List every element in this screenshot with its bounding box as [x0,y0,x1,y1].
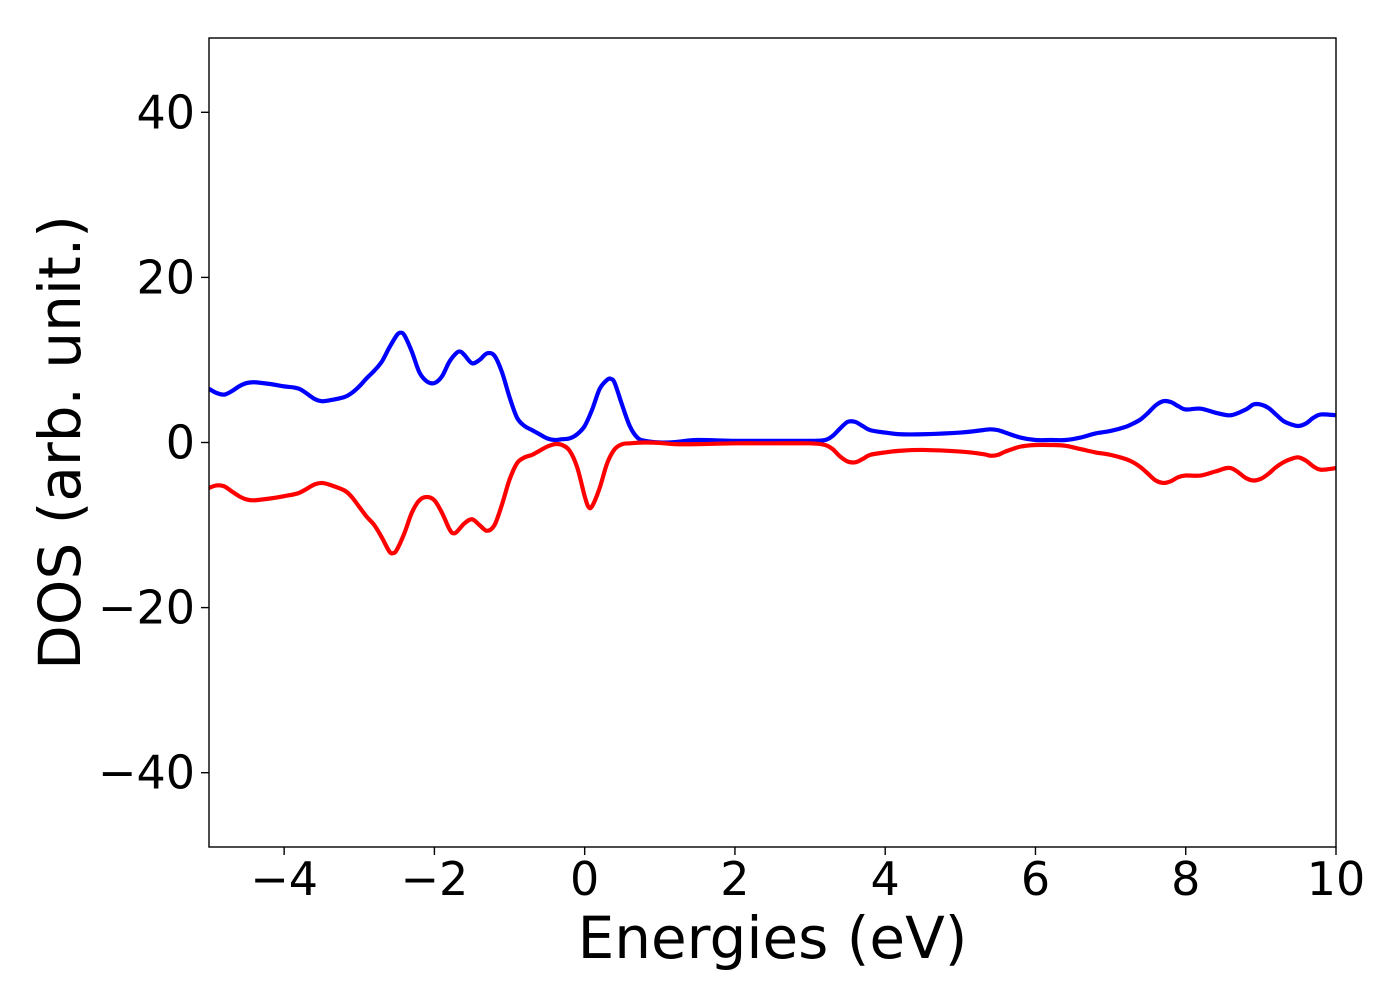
y-tick-label: 20 [136,250,195,304]
x-tick-label: 8 [1171,852,1200,906]
series-line-1 [209,330,1336,445]
x-tick-label: 0 [570,852,599,906]
y-axis-ticks: −40 −20 0 20 40 [98,85,209,800]
x-axis-label: Energies (eV) [578,904,968,972]
x-tick-label: −2 [400,852,468,906]
x-tick-label: −4 [250,852,318,906]
x-tick-label: 4 [871,852,900,906]
y-tick-label: −20 [98,581,195,635]
series-layer [209,330,1336,556]
y-tick-label: −40 [98,746,195,800]
series-line-2 [209,440,1336,556]
y-tick-label: 0 [166,416,195,470]
y-tick-label: 40 [136,85,195,139]
x-tick-label: 6 [1021,852,1050,906]
x-tick-label: 2 [720,852,749,906]
x-tick-label: 10 [1307,852,1366,906]
y-axis-label: DOS (arb. unit.) [26,215,94,670]
x-axis-ticks: −4 −2 0 2 4 6 8 10 [250,847,1365,906]
